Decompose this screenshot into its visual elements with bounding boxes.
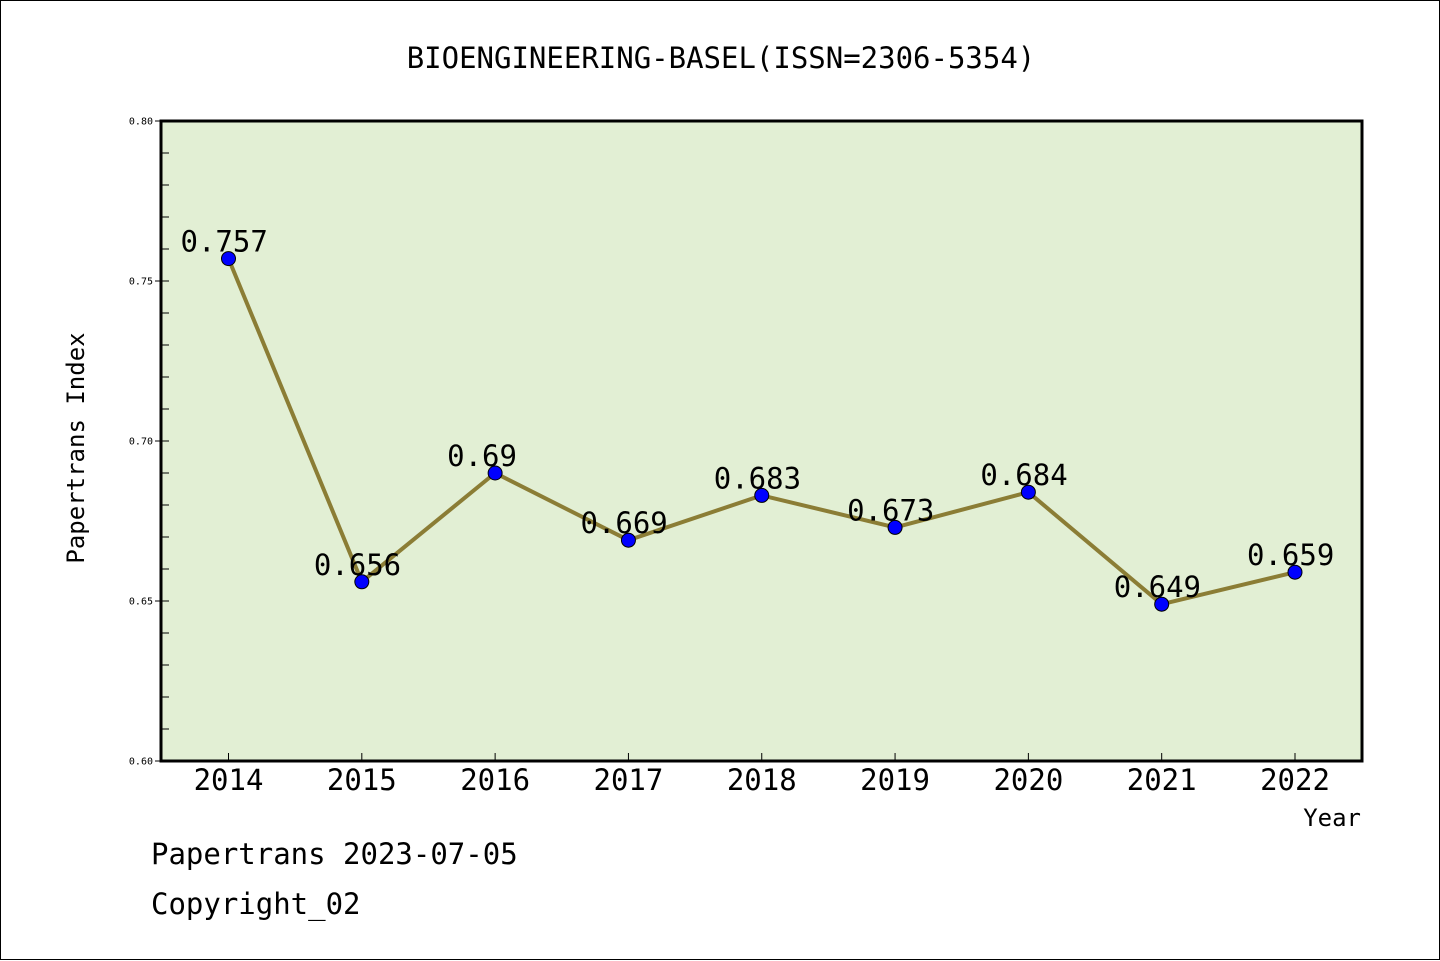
data-label: 0.757 xyxy=(181,225,268,259)
series-line-segment xyxy=(1159,570,1297,607)
y-minor-ticks xyxy=(155,120,169,762)
data-point xyxy=(1154,596,1170,612)
plot-area xyxy=(159,119,1364,763)
x-tick-label: 2016 xyxy=(460,763,530,797)
series-line-segment xyxy=(893,490,1031,530)
x-tick-label: 2020 xyxy=(993,763,1063,797)
x-tick-label: 2022 xyxy=(1260,763,1330,797)
data-label: 0.649 xyxy=(1114,570,1201,604)
x-ticks xyxy=(228,753,1296,761)
data-label: 0.659 xyxy=(1247,538,1334,572)
series-lines xyxy=(226,256,1297,607)
data-point xyxy=(1020,484,1036,500)
data-point xyxy=(1287,564,1303,580)
data-point xyxy=(754,487,770,503)
series-line-segment xyxy=(359,471,498,584)
y-axis-label: Papertrans Index xyxy=(62,332,90,563)
x-axis-label: Year xyxy=(1303,804,1361,832)
series-line-segment xyxy=(1026,490,1164,607)
data-point xyxy=(620,532,636,548)
series-line-segment xyxy=(493,471,631,543)
data-label: 0.669 xyxy=(580,506,667,540)
x-tick-label: 2017 xyxy=(594,763,664,797)
data-point xyxy=(487,465,503,481)
data-label: 0.683 xyxy=(714,461,801,495)
series-markers xyxy=(221,251,1303,612)
x-tick-label: 2018 xyxy=(727,763,797,797)
data-point xyxy=(221,251,236,267)
data-label: 0.673 xyxy=(847,493,934,527)
series-line-segment xyxy=(626,493,764,543)
footer-date: Papertrans 2023-07-05 xyxy=(151,837,518,871)
y-tick-label: 0.65 xyxy=(129,597,153,608)
data-point xyxy=(354,574,370,590)
x-tick-labels: 2014 2015 2016 2017 2018 2019 2020 2021 2022 xyxy=(194,763,1330,797)
y-tick-label: 0.75 xyxy=(129,277,153,288)
series-line-segment xyxy=(226,256,364,584)
x-tick-label: 2014 xyxy=(194,763,264,797)
series-line-segment xyxy=(759,493,898,530)
x-tick-label: 2021 xyxy=(1127,763,1197,797)
data-label: 0.656 xyxy=(314,548,401,582)
footer-copyright: Copyright_02 xyxy=(151,887,361,922)
y-tick-label: 0.60 xyxy=(129,757,153,768)
y-tick-label: 0.70 xyxy=(129,437,153,448)
x-tick-label: 2015 xyxy=(327,763,397,797)
data-label: 0.69 xyxy=(447,439,517,473)
data-point xyxy=(887,519,903,535)
y-tick-labels: 0.60 0.65 0.70 0.75 0.80 xyxy=(129,117,153,768)
data-label: 0.684 xyxy=(980,458,1067,492)
data-labels: 0.757 0.656 0.69 0.669 0.683 0.673 0.684 0.649 0… xyxy=(181,225,1335,605)
y-tick-label: 0.80 xyxy=(129,117,153,128)
chart-title: BIOENGINEERING-BASEL(ISSN=2306-5354) xyxy=(407,41,1036,75)
x-tick-label: 2019 xyxy=(860,763,930,797)
